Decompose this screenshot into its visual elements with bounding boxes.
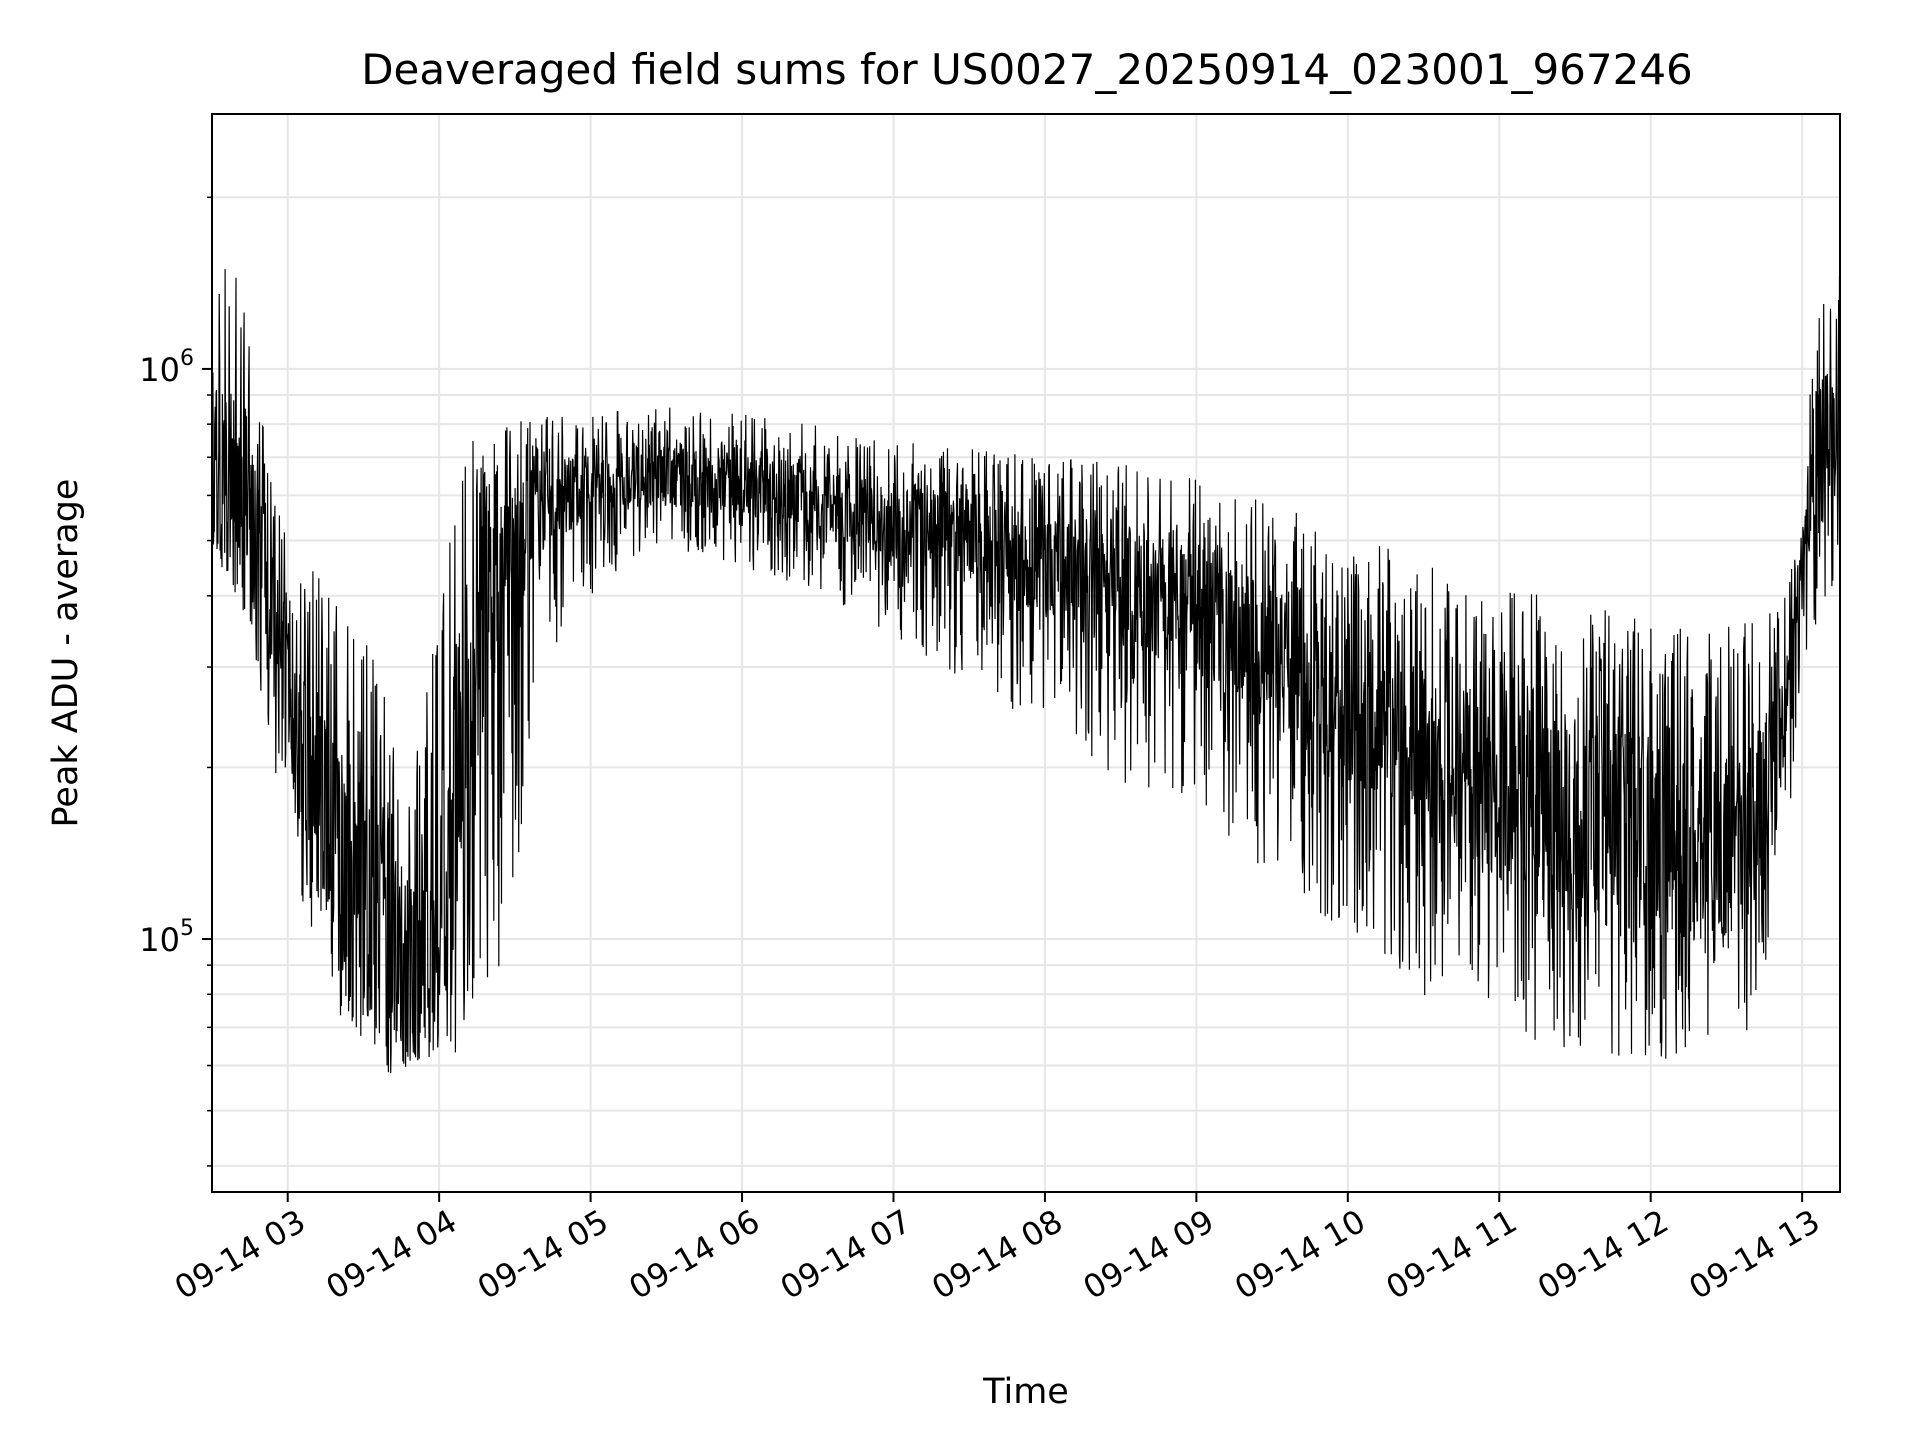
y-axis: 105 106 bbox=[139, 196, 212, 1167]
plot-frame bbox=[211, 113, 1841, 1193]
series-line bbox=[211, 269, 1841, 1074]
x-axis-label: Time bbox=[982, 1372, 1069, 1412]
chart-title: Deaveraged field sums for US0027_2025091… bbox=[361, 45, 1693, 94]
y-tick-label: 106 bbox=[139, 346, 194, 389]
y-tick-label: 105 bbox=[139, 916, 194, 959]
y-axis-label: Peak ADU - average bbox=[46, 479, 86, 828]
